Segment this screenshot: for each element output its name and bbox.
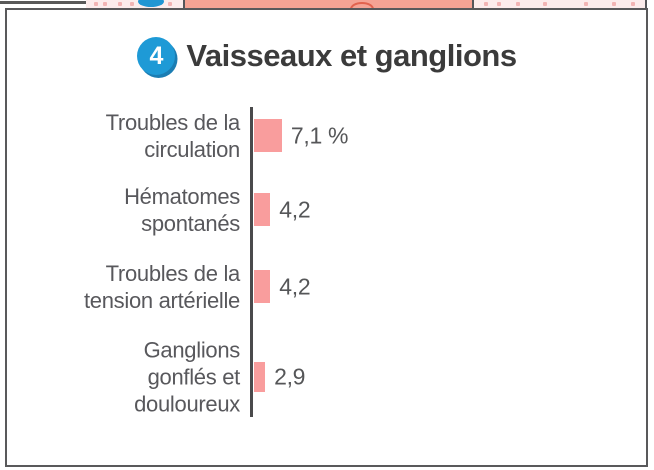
cropped-pink-mark	[168, 2, 172, 6]
cropped-lightpink-area	[86, 0, 183, 8]
cropped-pink-mark	[130, 2, 134, 6]
cropped-salmon-illustration	[185, 0, 472, 8]
cropped-frame-corner	[472, 0, 474, 8]
cropped-pink-mark	[584, 2, 588, 6]
cropped-frame-line	[0, 1, 86, 4]
cropped-lightpink-area	[474, 0, 645, 8]
cropped-pink-mark	[103, 2, 107, 6]
cropped-frame-corner	[183, 0, 185, 8]
cropped-pink-mark	[497, 2, 501, 6]
cropped-pink-mark	[516, 2, 520, 6]
cropped-top-illustration-strip	[0, 0, 654, 8]
cropped-pink-mark	[94, 2, 98, 6]
cropped-pink-mark	[118, 2, 122, 6]
cropped-pink-mark	[484, 2, 488, 6]
chart-panel	[5, 8, 648, 467]
cropped-blue-badge-bottom-icon	[138, 0, 164, 7]
cropped-pink-mark	[631, 2, 635, 6]
cropped-frame-corner	[645, 0, 647, 8]
cropped-pink-mark	[543, 2, 547, 6]
cropped-pink-mark	[612, 2, 616, 6]
